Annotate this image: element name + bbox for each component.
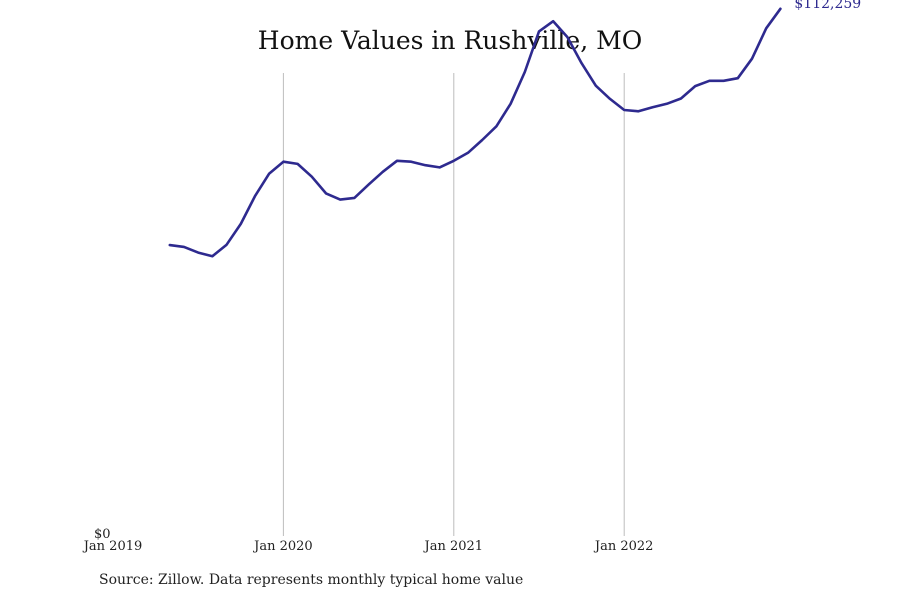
x-axis-tick-labels: Jan 2019 Jan 2020 Jan 2021 Jan 2022: [82, 539, 654, 554]
x-tick-label-2: Jan 2021: [423, 539, 484, 554]
x-tick-label-0: Jan 2019: [82, 539, 143, 554]
x-tick-label-1: Jan 2020: [252, 539, 313, 554]
x-tick-label-3: Jan 2022: [593, 539, 654, 554]
gridlines: [282, 73, 625, 536]
chart-title: Home Values in Rushville, MO: [257, 26, 643, 55]
end-value-label: $112,259: [794, 0, 861, 12]
home-value-line: [168, 7, 782, 258]
y-tick-label-0: $0: [94, 527, 111, 542]
source-note: Source: Zillow. Data represents monthly …: [99, 572, 524, 588]
